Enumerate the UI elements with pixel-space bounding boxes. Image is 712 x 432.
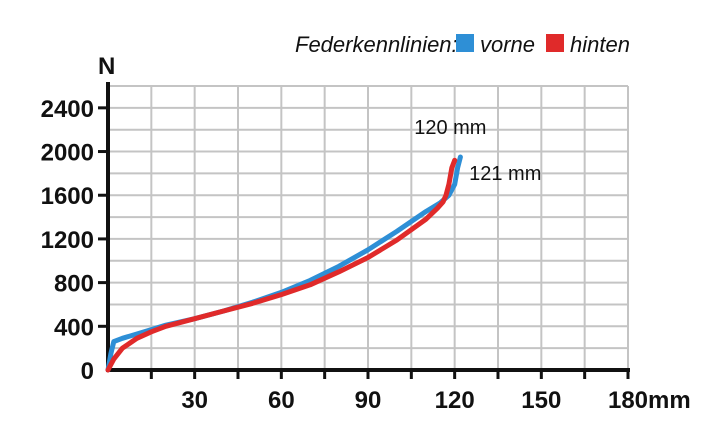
x-tick-label: 180 bbox=[608, 387, 648, 414]
annotations: 120 mm 121 mm bbox=[414, 117, 541, 185]
y-tick-label: 400 bbox=[54, 314, 94, 341]
series-line-vorne bbox=[105, 154, 463, 373]
legend-label-hinten: hinten bbox=[570, 32, 630, 57]
y-tick-label: 1600 bbox=[41, 183, 94, 210]
y-tick-label: 0 bbox=[81, 358, 94, 385]
x-tick-label: 120 bbox=[435, 387, 475, 414]
legend-swatch-hinten bbox=[546, 34, 564, 52]
y-tick-label: 2400 bbox=[41, 96, 94, 123]
series-line-hinten bbox=[105, 157, 458, 373]
y-tick-label: 1200 bbox=[41, 227, 94, 254]
axes bbox=[98, 82, 630, 379]
annotation-label: 120 mm bbox=[414, 117, 486, 139]
y-axis-label: N bbox=[98, 53, 115, 80]
grid bbox=[108, 85, 629, 370]
series bbox=[105, 154, 463, 373]
x-tick-label: 30 bbox=[181, 387, 208, 414]
x-tick-label: 150 bbox=[521, 387, 561, 414]
tick-labels: 0 400 800 1200 1600 2000 2400 30 60 90 120 150 180 bbox=[41, 96, 648, 414]
y-tick-label: 2000 bbox=[41, 140, 94, 167]
legend: Federkennlinien: vorne hinten bbox=[295, 32, 630, 57]
x-axis-label: mm bbox=[648, 387, 691, 414]
legend-title: Federkennlinien: bbox=[295, 32, 458, 57]
legend-label-vorne: vorne bbox=[480, 32, 535, 57]
x-tick-label: 90 bbox=[355, 387, 382, 414]
annotation-label: 121 mm bbox=[469, 163, 541, 185]
x-tick-label: 60 bbox=[268, 387, 295, 414]
legend-swatch-vorne bbox=[456, 34, 474, 52]
y-tick-label: 800 bbox=[54, 271, 94, 298]
